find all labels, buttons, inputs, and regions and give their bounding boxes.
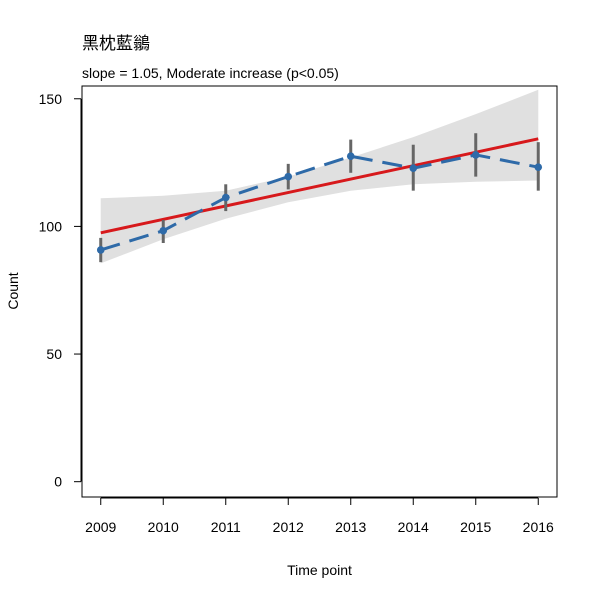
observed-series-line: [100, 153, 539, 252]
y-tick-label: 100: [39, 218, 63, 234]
x-axis: 2009 2010 2011 2012 2013 2014 2015 2016: [85, 497, 554, 535]
data-point: [284, 172, 293, 181]
data-point: [471, 151, 480, 159]
x-tick-label: 2011: [211, 519, 241, 535]
y-tick-label: 50: [46, 346, 62, 362]
data-point: [534, 163, 543, 171]
x-tick-label: 2012: [273, 519, 304, 535]
trend-line: [100, 137, 539, 235]
data-point: [346, 152, 355, 161]
y-axis: 0 50 100 150: [39, 91, 82, 490]
data-point: [96, 246, 105, 254]
point-layer: [96, 151, 543, 254]
x-tick-label: 2013: [335, 519, 366, 535]
y-tick-label: 150: [39, 91, 63, 107]
x-axis-title: Time point: [287, 562, 352, 578]
confidence-band: [100, 89, 539, 264]
x-tick-label: 2014: [398, 519, 429, 535]
plot-frame: [81, 85, 558, 498]
observed-line-layer: [100, 153, 539, 252]
x-tick-label: 2010: [148, 519, 179, 535]
data-point: [159, 226, 168, 235]
confidence-band-layer: [100, 89, 539, 264]
trend-layer: [100, 137, 539, 235]
data-point: [221, 193, 230, 202]
x-tick-label: 2009: [85, 519, 116, 535]
chart-title: 黑枕藍鶲: [82, 34, 150, 53]
chart-subtitle: slope = 1.05, Moderate increase (p<0.05): [82, 65, 339, 81]
data-point: [409, 164, 418, 172]
x-tick-label: 2015: [460, 519, 491, 535]
x-tick-label: 2016: [523, 519, 554, 535]
y-tick-label: 0: [54, 474, 62, 490]
y-axis-title: Count: [5, 272, 21, 309]
